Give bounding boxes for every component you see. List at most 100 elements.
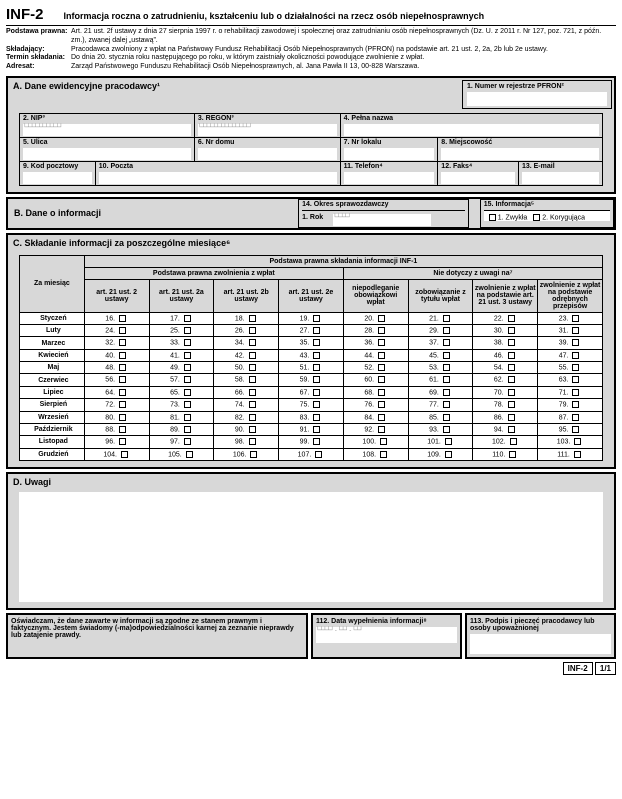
month-checkbox-32[interactable] — [119, 339, 126, 346]
month-checkbox-96[interactable] — [119, 438, 126, 445]
month-checkbox-30[interactable] — [508, 327, 515, 334]
month-checkbox-93[interactable] — [443, 426, 450, 433]
field-11-input[interactable] — [344, 172, 435, 184]
month-checkbox-33[interactable] — [184, 339, 191, 346]
month-checkbox-58[interactable] — [249, 376, 256, 383]
month-checkbox-24[interactable] — [119, 327, 126, 334]
month-checkbox-50[interactable] — [249, 364, 256, 371]
month-checkbox-80[interactable] — [119, 414, 126, 421]
month-checkbox-73[interactable] — [184, 401, 191, 408]
month-checkbox-28[interactable] — [378, 327, 385, 334]
month-checkbox-101[interactable] — [445, 438, 452, 445]
month-checkbox-48[interactable] — [119, 364, 126, 371]
month-checkbox-79[interactable] — [572, 401, 579, 408]
month-checkbox-31[interactable] — [572, 327, 579, 334]
month-checkbox-65[interactable] — [184, 389, 191, 396]
month-checkbox-37[interactable] — [443, 339, 450, 346]
month-checkbox-54[interactable] — [508, 364, 515, 371]
field-2-input[interactable]: └┴┴┴┴┴┴┴┴┴┘ — [23, 124, 191, 136]
month-checkbox-49[interactable] — [184, 364, 191, 371]
month-checkbox-21[interactable] — [443, 315, 450, 322]
month-checkbox-17[interactable] — [184, 315, 191, 322]
month-checkbox-74[interactable] — [249, 401, 256, 408]
month-checkbox-100[interactable] — [380, 438, 387, 445]
month-checkbox-106[interactable] — [250, 451, 257, 458]
field-8-input[interactable] — [441, 148, 599, 160]
month-checkbox-64[interactable] — [119, 389, 126, 396]
month-checkbox-29[interactable] — [443, 327, 450, 334]
month-checkbox-70[interactable] — [508, 389, 515, 396]
month-checkbox-99[interactable] — [313, 438, 320, 445]
month-checkbox-39[interactable] — [572, 339, 579, 346]
month-checkbox-62[interactable] — [508, 376, 515, 383]
month-checkbox-107[interactable] — [315, 451, 322, 458]
month-checkbox-89[interactable] — [184, 426, 191, 433]
month-checkbox-57[interactable] — [184, 376, 191, 383]
field-3-input[interactable]: └┴┴┴┴┴┴┴┴┴┴┴┴┴┘ — [198, 124, 337, 136]
month-checkbox-71[interactable] — [572, 389, 579, 396]
month-checkbox-90[interactable] — [249, 426, 256, 433]
month-checkbox-78[interactable] — [508, 401, 515, 408]
month-checkbox-109[interactable] — [445, 451, 452, 458]
field-13-input[interactable] — [522, 172, 599, 184]
month-checkbox-41[interactable] — [184, 352, 191, 359]
month-checkbox-97[interactable] — [184, 438, 191, 445]
opt-korygujaca-checkbox[interactable] — [533, 214, 540, 221]
month-checkbox-111[interactable] — [574, 451, 581, 458]
month-checkbox-23[interactable] — [572, 315, 579, 322]
opt-zwykla-checkbox[interactable] — [489, 214, 496, 221]
month-checkbox-34[interactable] — [249, 339, 256, 346]
field-4-input[interactable] — [344, 124, 599, 136]
field-14-input[interactable]: └┴┴┴┘ — [333, 214, 431, 226]
month-checkbox-87[interactable] — [572, 414, 579, 421]
month-checkbox-92[interactable] — [378, 426, 385, 433]
month-checkbox-110[interactable] — [509, 451, 516, 458]
month-checkbox-72[interactable] — [119, 401, 126, 408]
month-checkbox-104[interactable] — [121, 451, 128, 458]
month-checkbox-86[interactable] — [508, 414, 515, 421]
month-checkbox-83[interactable] — [313, 414, 320, 421]
month-checkbox-47[interactable] — [572, 352, 579, 359]
month-checkbox-19[interactable] — [313, 315, 320, 322]
month-checkbox-45[interactable] — [443, 352, 450, 359]
month-checkbox-18[interactable] — [249, 315, 256, 322]
month-checkbox-56[interactable] — [119, 376, 126, 383]
month-checkbox-59[interactable] — [313, 376, 320, 383]
field-112-input[interactable]: └┴┴┴┘-└┴┘-└┴┘ — [316, 627, 457, 643]
month-checkbox-88[interactable] — [119, 426, 126, 433]
month-checkbox-38[interactable] — [508, 339, 515, 346]
month-checkbox-82[interactable] — [249, 414, 256, 421]
uwagi-input[interactable] — [19, 492, 603, 602]
month-checkbox-69[interactable] — [443, 389, 450, 396]
month-checkbox-61[interactable] — [443, 376, 450, 383]
field-10-input[interactable] — [99, 172, 337, 184]
month-checkbox-36[interactable] — [378, 339, 385, 346]
month-checkbox-40[interactable] — [119, 352, 126, 359]
month-checkbox-20[interactable] — [378, 315, 385, 322]
month-checkbox-35[interactable] — [313, 339, 320, 346]
month-checkbox-60[interactable] — [378, 376, 385, 383]
month-checkbox-94[interactable] — [508, 426, 515, 433]
field-6-input[interactable] — [198, 148, 337, 160]
field-1-input[interactable] — [467, 92, 607, 106]
month-checkbox-68[interactable] — [378, 389, 385, 396]
month-checkbox-98[interactable] — [249, 438, 256, 445]
month-checkbox-77[interactable] — [443, 401, 450, 408]
month-checkbox-43[interactable] — [313, 352, 320, 359]
month-checkbox-85[interactable] — [443, 414, 450, 421]
month-checkbox-84[interactable] — [378, 414, 385, 421]
field-7-input[interactable] — [344, 148, 435, 160]
month-checkbox-76[interactable] — [378, 401, 385, 408]
field-9-input[interactable] — [23, 172, 92, 184]
month-checkbox-51[interactable] — [313, 364, 320, 371]
month-checkbox-81[interactable] — [184, 414, 191, 421]
month-checkbox-103[interactable] — [574, 438, 581, 445]
month-checkbox-102[interactable] — [510, 438, 517, 445]
month-checkbox-75[interactable] — [313, 401, 320, 408]
month-checkbox-66[interactable] — [249, 389, 256, 396]
month-checkbox-91[interactable] — [313, 426, 320, 433]
month-checkbox-55[interactable] — [572, 364, 579, 371]
month-checkbox-63[interactable] — [572, 376, 579, 383]
month-checkbox-52[interactable] — [378, 364, 385, 371]
month-checkbox-46[interactable] — [508, 352, 515, 359]
